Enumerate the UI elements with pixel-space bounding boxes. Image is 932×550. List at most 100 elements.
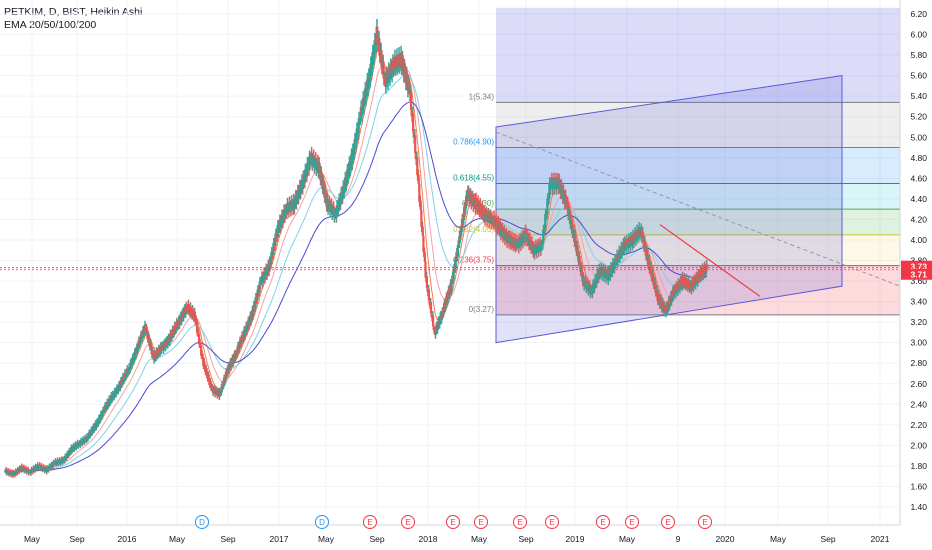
candle-body <box>537 245 541 253</box>
candle-body <box>632 234 635 244</box>
candle-body <box>609 266 612 277</box>
candle-body <box>382 61 385 79</box>
candle-body <box>345 179 348 186</box>
candle-body <box>648 258 651 270</box>
candle-body <box>320 171 323 180</box>
candle-body <box>36 464 40 468</box>
candle-body <box>571 230 574 234</box>
candle-body <box>677 282 680 284</box>
candle-body <box>387 69 391 71</box>
candle-body <box>340 192 343 195</box>
candle-body <box>47 465 51 471</box>
price-tick-label: 4.80 <box>910 153 927 163</box>
candle-body <box>109 400 112 403</box>
candle-body <box>484 213 487 221</box>
candle-body <box>308 156 311 161</box>
candle-body <box>403 65 406 76</box>
event-marker-letter: D <box>319 518 325 527</box>
candle-body <box>306 162 309 177</box>
candle-body <box>610 266 613 270</box>
candle-body <box>32 467 35 473</box>
candle-body <box>582 276 585 287</box>
candle-body <box>174 329 177 331</box>
candle-body <box>518 241 521 249</box>
event-marker-circle <box>625 515 639 529</box>
fib-level-label: 0.236(3.75) <box>453 256 494 265</box>
dashed-trend-line <box>495 131 901 287</box>
candle-body <box>462 207 466 221</box>
event-marker-circle <box>195 515 209 529</box>
candle-body <box>129 362 132 371</box>
candle-body <box>41 468 44 470</box>
candle-body <box>268 261 271 272</box>
candle-body <box>545 213 548 216</box>
candle-body <box>405 73 408 84</box>
candle-body <box>568 211 572 225</box>
candle-body <box>154 357 157 359</box>
candle-body <box>339 192 342 205</box>
candle-body <box>438 316 442 325</box>
candle-body <box>281 215 285 223</box>
candle-body <box>46 467 49 469</box>
red-trend-line <box>659 224 761 297</box>
candle-body <box>357 118 360 134</box>
fib-zone <box>496 147 900 184</box>
candle-body <box>205 368 208 376</box>
candle-body <box>332 206 336 218</box>
candle-body <box>84 437 87 439</box>
candle-body <box>593 278 596 289</box>
candle-body <box>176 325 179 327</box>
candle-body <box>604 269 607 279</box>
candle-body <box>87 436 90 440</box>
candle-body <box>80 440 83 442</box>
candle-body <box>252 305 255 316</box>
candle-body <box>405 73 409 79</box>
candle-body <box>470 196 473 205</box>
candle-body <box>394 56 397 70</box>
candle-body <box>421 226 424 236</box>
price-tick-label: 1.80 <box>910 461 927 471</box>
candle-body <box>529 237 532 245</box>
price-tick-label: 3.40 <box>910 297 927 307</box>
candle-body <box>599 271 602 275</box>
candle-body <box>18 467 21 473</box>
candle-body <box>497 220 500 230</box>
candle-body <box>221 384 224 387</box>
candle-body <box>197 333 201 345</box>
candle-body <box>209 381 212 389</box>
candle-body <box>652 273 655 285</box>
candle-body <box>679 280 682 290</box>
candle-body <box>531 241 534 249</box>
candle-body <box>8 472 11 475</box>
price-tick-label: 5.20 <box>910 112 927 122</box>
candle-body <box>464 208 467 212</box>
price-tick-label: 2.80 <box>910 358 927 368</box>
candle-body <box>201 353 204 358</box>
candle-body <box>612 262 615 266</box>
candle-body <box>409 90 413 110</box>
candle-body <box>242 338 245 340</box>
candle-body <box>50 463 53 465</box>
candle-body <box>403 65 406 71</box>
candle-body <box>632 239 636 244</box>
candle-body <box>83 437 86 443</box>
candle-body <box>675 285 678 287</box>
candle-body <box>442 312 445 314</box>
candle-body <box>19 467 22 470</box>
candle-body <box>595 273 598 284</box>
candle-body <box>184 305 188 314</box>
candle-body <box>643 240 647 247</box>
candle-body <box>594 278 597 281</box>
candle-body <box>338 198 341 201</box>
candle-body <box>25 470 29 473</box>
candle-body <box>654 281 657 293</box>
candle-body <box>248 319 251 327</box>
candle-body <box>454 256 457 269</box>
price-badge <box>901 268 932 280</box>
candle-body <box>427 289 431 301</box>
candle-body <box>365 91 368 99</box>
candle-body <box>567 212 570 216</box>
candle-body <box>363 100 366 108</box>
candle-body <box>500 229 503 236</box>
